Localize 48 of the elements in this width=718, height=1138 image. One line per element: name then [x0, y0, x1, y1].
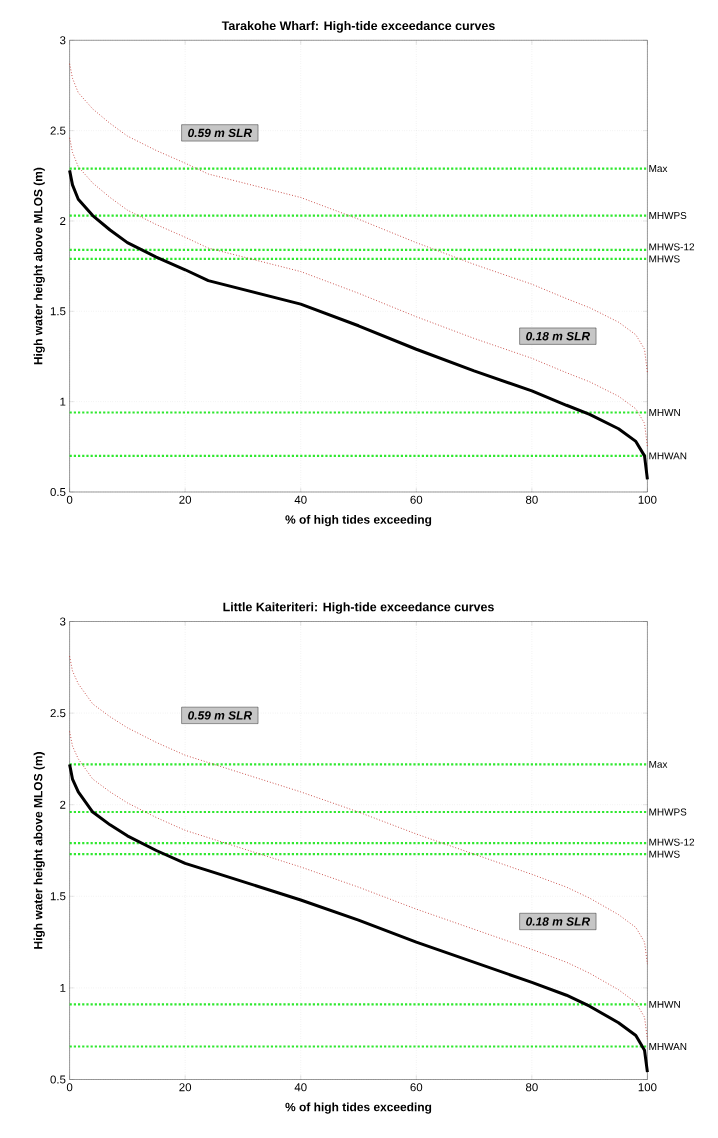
y-tick-label: 1 — [60, 983, 66, 992]
ref-line-label: MHWPS — [649, 212, 687, 220]
annotation: 0.59 m SLR — [188, 711, 252, 720]
chart-title: Little Kaiteriteri: High-tide exceedance curves — [223, 602, 494, 614]
x-axis-title: % of high tides exceeding — [285, 514, 432, 527]
ref-line-label: MHWAN — [649, 452, 687, 460]
x-tick-label: 0 — [66, 1083, 73, 1092]
x-tick-label: 100 — [638, 495, 657, 504]
x-tick-label: 40 — [294, 1083, 307, 1092]
x-tick-label: 80 — [525, 1083, 538, 1092]
x-tick-label: 20 — [179, 1083, 192, 1092]
annotation: 0.59 m SLR — [188, 128, 252, 138]
y-tick-label: 0.5 — [50, 487, 66, 497]
chart-title: Tarakohe Wharf: High-tide exceedance curves — [221, 20, 495, 33]
y-tick-label: 2.5 — [50, 709, 66, 718]
x-tick-label: 80 — [525, 495, 538, 504]
ref-line-label: MHWN — [649, 409, 680, 416]
y-tick-label: 1.5 — [50, 307, 66, 316]
ref-line-label: Max — [649, 165, 668, 173]
x-tick-label: 60 — [410, 1083, 423, 1092]
ref-line-label: MHWAN — [649, 1043, 687, 1050]
annotation: 0.18 m SLR — [526, 331, 590, 341]
x-tick-label: 100 — [638, 1083, 657, 1092]
annotation: 0.18 m SLR — [526, 917, 590, 926]
y-tick-label: 3 — [59, 617, 66, 626]
y-tick-label: 1.5 — [50, 892, 66, 901]
y-tick-label: 2.5 — [50, 126, 66, 135]
ref-line-label: MHWS-12 — [649, 838, 695, 846]
y-tick-label: 0.5 — [50, 1075, 66, 1084]
line-series — [69, 137, 648, 448]
ref-line-label: MHWS — [649, 255, 680, 263]
ref-line-label: MHWS-12 — [649, 243, 695, 251]
line-series — [69, 63, 648, 374]
y-axis-title: High water height above MLOS (m) — [33, 167, 45, 365]
x-tick-label: 0 — [66, 495, 73, 504]
ref-line-label: MHWN — [649, 1000, 680, 1008]
y-axis-title: High water height above MLOS (m) — [33, 752, 45, 949]
x-tick-label: 20 — [179, 495, 192, 504]
y-tick-label: 2 — [60, 800, 66, 809]
ref-line-label: Max — [649, 760, 668, 768]
y-tick-label: 1 — [60, 397, 66, 406]
ref-line-label: MHWS — [649, 850, 680, 858]
y-tick-label: 2 — [60, 216, 66, 225]
x-tick-label: 40 — [294, 495, 307, 504]
ref-line-label: MHWPS — [649, 808, 687, 816]
x-axis-title: % of high tides exceeding — [285, 1102, 432, 1114]
y-tick-label: 3 — [59, 36, 66, 45]
x-tick-label: 60 — [410, 495, 423, 504]
